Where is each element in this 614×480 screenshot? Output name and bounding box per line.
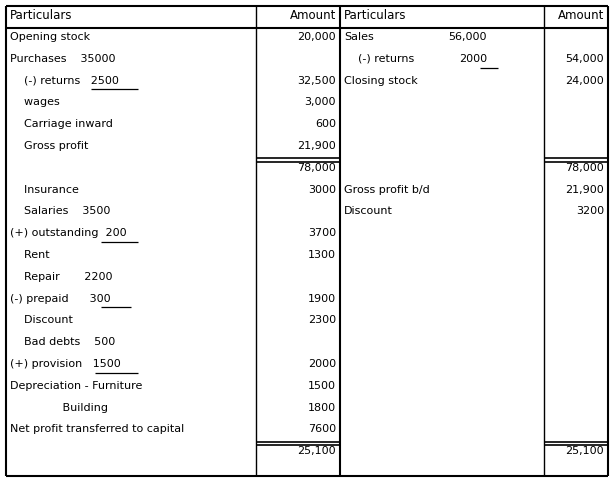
Text: Discount: Discount (10, 315, 73, 325)
Text: Gross profit: Gross profit (10, 141, 88, 151)
Text: Depreciation - Furniture: Depreciation - Furniture (10, 381, 142, 391)
Text: 25,100: 25,100 (297, 446, 336, 456)
Text: 1800: 1800 (308, 403, 336, 412)
Text: 56,000: 56,000 (448, 32, 487, 42)
Text: wages: wages (10, 97, 60, 108)
Text: 3000: 3000 (308, 184, 336, 194)
Text: Purchases    35000: Purchases 35000 (10, 54, 115, 64)
Text: Rent: Rent (10, 250, 50, 260)
Text: Net profit transferred to capital: Net profit transferred to capital (10, 424, 184, 434)
Text: 2000: 2000 (308, 359, 336, 369)
Text: Discount: Discount (344, 206, 393, 216)
Text: 7600: 7600 (308, 424, 336, 434)
Text: Insurance: Insurance (10, 184, 79, 194)
Text: (+) provision   1500: (+) provision 1500 (10, 359, 121, 369)
Text: Repair       2200: Repair 2200 (10, 272, 112, 282)
Text: Closing stock: Closing stock (344, 75, 418, 85)
Text: 32,500: 32,500 (297, 75, 336, 85)
Text: (+) outstanding  200: (+) outstanding 200 (10, 228, 126, 238)
Text: Salaries    3500: Salaries 3500 (10, 206, 111, 216)
Text: 1300: 1300 (308, 250, 336, 260)
Text: 25,100: 25,100 (565, 446, 604, 456)
Text: Gross profit b/d: Gross profit b/d (344, 184, 430, 194)
Text: 1900: 1900 (308, 294, 336, 303)
Text: 2000: 2000 (459, 54, 487, 64)
Text: Particulars: Particulars (344, 9, 406, 22)
Text: Carriage inward: Carriage inward (10, 119, 113, 129)
Text: 3200: 3200 (576, 206, 604, 216)
Text: 600: 600 (315, 119, 336, 129)
Text: 24,000: 24,000 (565, 75, 604, 85)
Text: Sales: Sales (344, 32, 374, 42)
Text: 2300: 2300 (308, 315, 336, 325)
Text: Amount: Amount (290, 9, 336, 22)
Text: 1500: 1500 (308, 381, 336, 391)
Text: 21,900: 21,900 (565, 184, 604, 194)
Text: (-) returns   2500: (-) returns 2500 (10, 75, 119, 85)
Text: Building: Building (10, 403, 108, 412)
Text: Particulars: Particulars (10, 9, 72, 22)
Text: (-) prepaid      300: (-) prepaid 300 (10, 294, 111, 303)
Text: Opening stock: Opening stock (10, 32, 90, 42)
Text: 3700: 3700 (308, 228, 336, 238)
Text: Amount: Amount (558, 9, 604, 22)
Text: 20,000: 20,000 (297, 32, 336, 42)
Text: (-) returns: (-) returns (344, 54, 414, 64)
Text: 78,000: 78,000 (565, 163, 604, 173)
Text: 54,000: 54,000 (565, 54, 604, 64)
Text: 3,000: 3,000 (305, 97, 336, 108)
Text: 21,900: 21,900 (297, 141, 336, 151)
Text: 78,000: 78,000 (297, 163, 336, 173)
Text: Bad debts    500: Bad debts 500 (10, 337, 115, 347)
